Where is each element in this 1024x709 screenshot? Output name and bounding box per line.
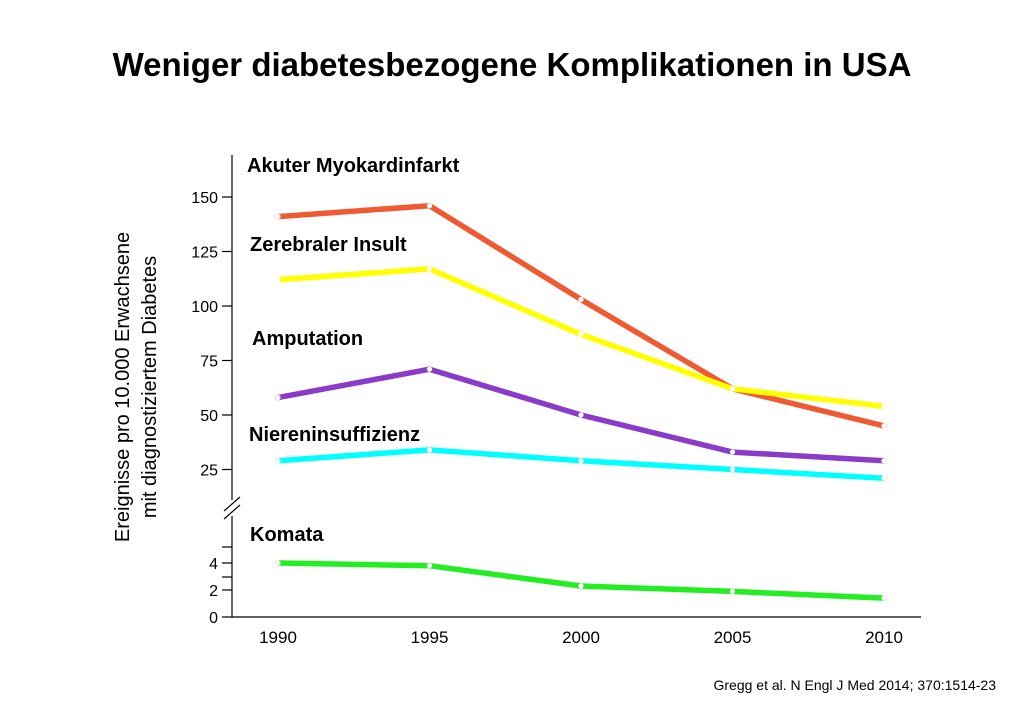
axis-break-mark — [223, 496, 241, 512]
axis-break-mark — [223, 504, 241, 520]
data-point — [578, 331, 584, 337]
citation: Gregg et al. N Engl J Med 2014; 370:1514… — [713, 677, 996, 693]
x-tick-label: 2000 — [562, 628, 600, 647]
data-point — [426, 266, 433, 272]
data-point — [275, 560, 281, 566]
y-tick-label: 150 — [191, 190, 218, 207]
data-point — [729, 466, 736, 473]
series-label: Niereninsuffizienz — [249, 424, 420, 446]
x-tick-label: 1995 — [411, 628, 449, 647]
y-tick-label: 50 — [200, 408, 218, 425]
data-point — [578, 458, 584, 464]
series-line — [275, 560, 887, 601]
data-point — [275, 458, 281, 464]
y-tick-label: 125 — [191, 245, 218, 262]
data-point — [275, 277, 281, 283]
x-tick-label: 2005 — [714, 628, 752, 647]
y-tick-label: 25 — [200, 463, 218, 480]
data-point — [578, 412, 584, 418]
data-point — [426, 447, 433, 453]
data-point — [729, 449, 736, 455]
y-tick-label: 2 — [209, 583, 218, 600]
x-tick-label: 2010 — [865, 628, 903, 647]
data-point — [881, 403, 887, 409]
data-point — [881, 475, 887, 481]
data-point — [729, 386, 736, 392]
data-point — [275, 394, 281, 401]
data-point — [578, 583, 584, 589]
data-point — [426, 563, 433, 569]
axes — [222, 155, 921, 618]
data-point — [275, 214, 281, 220]
data-point — [881, 595, 887, 601]
y-tick-label: 0 — [209, 610, 218, 627]
series-label: Zerebraler Insult — [250, 234, 407, 256]
data-point — [729, 588, 736, 594]
data-point — [426, 366, 433, 372]
data-point — [881, 458, 887, 464]
series-labels: Akuter Myokardinfarkt Zerebraler Insult Am… — [247, 155, 460, 546]
data-point — [426, 203, 433, 209]
y-tick-label: 75 — [200, 354, 218, 371]
series-label: Akuter Myokardinfarkt — [247, 155, 460, 177]
series-label: Amputation — [252, 328, 363, 350]
data-point — [881, 423, 887, 429]
tick-labels: 150 125 100 75 50 25 4 2 0 1990 1995 2000 2005 2010 — [191, 190, 903, 647]
y-axis-label: Ereignisse pro 10.000 Erwachsene mit diag… — [112, 232, 161, 542]
series-label: Komata — [250, 524, 324, 546]
y-tick-label: 100 — [191, 299, 218, 316]
x-tick-label: 1990 — [259, 628, 297, 647]
series-lines — [275, 202, 887, 601]
data-point — [578, 296, 584, 303]
chart-title: Weniger diabetesbezogene Komplikationen … — [112, 46, 912, 83]
y-axis-label-line2: mit diagnostiziertem Diabetes — [139, 256, 161, 518]
series-line — [275, 266, 887, 410]
y-axis-label-line1: Ereignisse pro 10.000 Erwachsene — [112, 232, 134, 542]
y-tick-label: 4 — [209, 556, 218, 573]
